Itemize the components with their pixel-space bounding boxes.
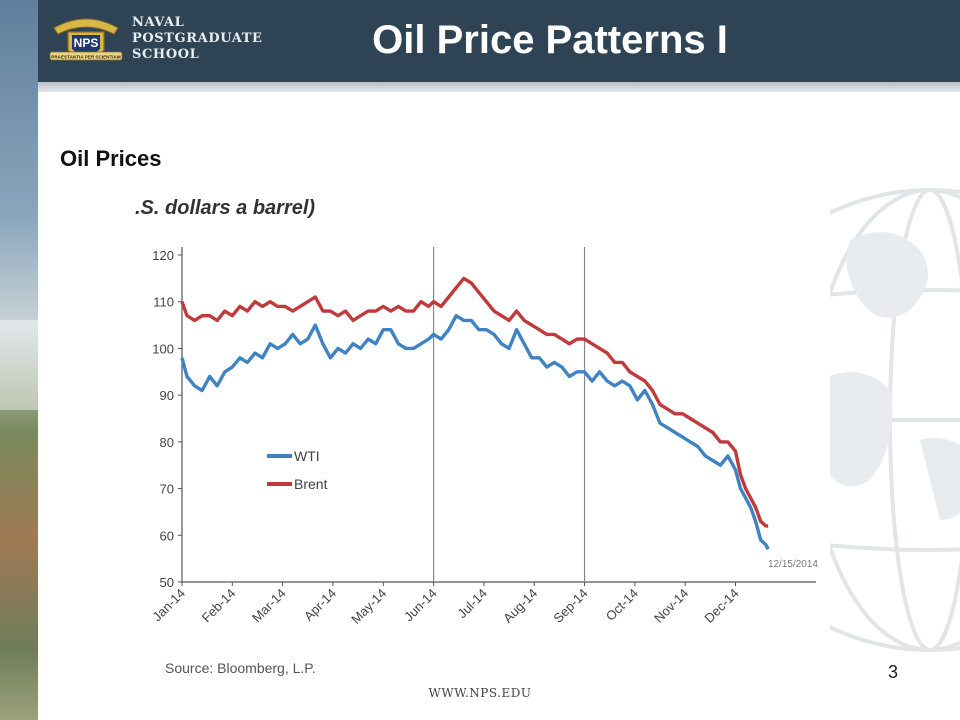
nps-seal-logo: NPS PRAESTANTIA PER SCIENTIAM — [49, 18, 123, 61]
series-line-brent — [180, 276, 769, 528]
y-tick-label: 110 — [153, 295, 174, 310]
y-tick-label: 100 — [152, 341, 174, 356]
x-tick-label: Nov-14 — [651, 586, 691, 626]
chart-canvas: .S. dollars a barrel) 120 110 100 90 80 70 60 50… — [135, 197, 818, 676]
y-tick-label: 90 — [160, 388, 174, 403]
chart-subtitle: Oil Prices — [60, 146, 162, 171]
school-name-line-2: POSTGRADUATE — [132, 31, 263, 46]
x-tick-label: May-14 — [348, 586, 389, 627]
x-tick-label: Jun-14 — [401, 586, 440, 625]
x-tick-label: Mar-14 — [249, 586, 289, 626]
oil-price-chart: .S. dollars a barrel) 120 110 100 90 80 70 60 50… — [135, 190, 830, 685]
y-tick-label: 80 — [160, 435, 174, 450]
logo-banner-text: PRAESTANTIA PER SCIENTIAM — [51, 55, 121, 60]
slide-title: Oil Price Patterns I — [372, 18, 728, 62]
campus-photo-strip — [0, 0, 38, 720]
x-tick-label: Oct-14 — [603, 586, 641, 624]
y-axis-unit-label: .S. dollars a barrel) — [135, 197, 315, 219]
x-tick-label: Aug-14 — [500, 586, 540, 626]
chart-source-note: Source: Bloomberg, L.P. — [165, 660, 316, 676]
school-name-line-3: SCHOOL — [132, 47, 200, 62]
school-name-line-1: NAVAL — [132, 15, 185, 30]
series-line-wti — [180, 314, 770, 551]
slide-number: 3 — [888, 662, 899, 682]
y-tick-label: 50 — [160, 575, 174, 590]
x-tick-label: Jul-14 — [454, 586, 490, 622]
y-tick-label: 70 — [160, 482, 174, 497]
y-tick-label: 120 — [152, 248, 174, 263]
footer-url[interactable]: WWW.NPS.EDU — [428, 686, 532, 700]
header-divider — [38, 82, 960, 92]
legend-label-brent: Brent — [294, 476, 328, 492]
logo-badge-text: NPS — [74, 36, 99, 50]
slide-header — [38, 0, 960, 82]
date-annotation: 12/15/2014 — [768, 559, 818, 570]
x-tick-label: Dec-14 — [701, 586, 741, 626]
x-tick-label: Apr-14 — [301, 586, 339, 624]
x-tick-label: Jan-14 — [149, 586, 188, 625]
x-tick-label: Feb-14 — [199, 586, 239, 626]
y-tick-label: 60 — [160, 528, 174, 543]
legend-label-wti: WTI — [294, 448, 320, 464]
x-tick-label: Sep-14 — [550, 586, 590, 626]
school-name: NAVAL POSTGRADUATE SCHOOL — [132, 15, 263, 63]
